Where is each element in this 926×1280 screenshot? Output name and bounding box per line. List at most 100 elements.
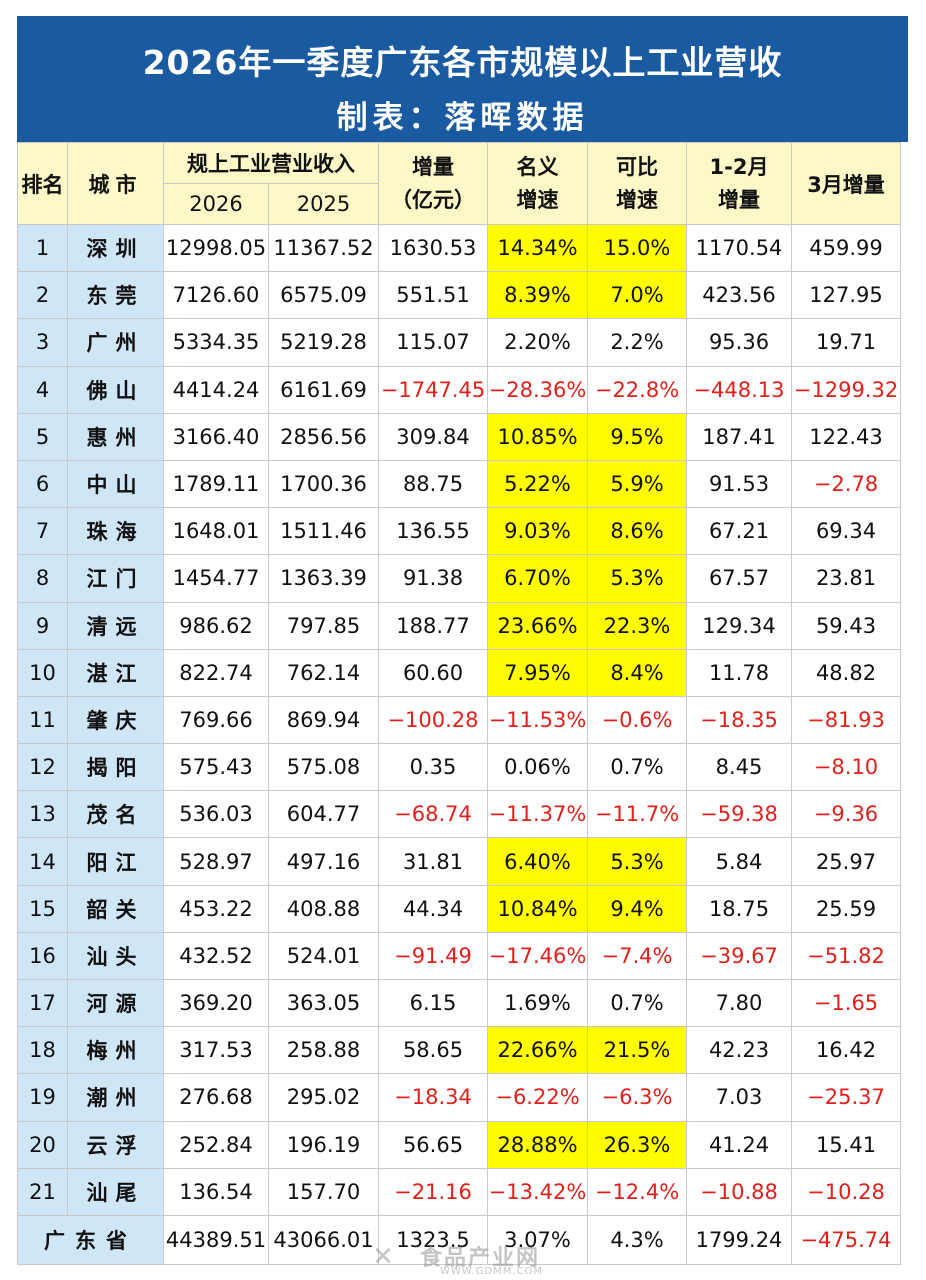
janfeb-cell: 129.34 — [686, 601, 792, 650]
header-march: 3月增量 — [791, 142, 901, 225]
janfeb-cell: 7.03 — [686, 1073, 792, 1122]
table-row: 21 汕尾 136.54 157.70 −21.16 −13.42% −12.4% −10.8… — [17, 1167, 901, 1216]
city-cell: 佛山 — [67, 365, 164, 414]
total-comparable-cell: 4.3% — [587, 1214, 687, 1265]
comparable-cell: 2.2% — [587, 318, 687, 367]
v2025-cell: 575.08 — [268, 743, 379, 792]
table-row: 19 潮州 276.68 295.02 −18.34 −6.22% −6.3% 7.03 −25… — [17, 1073, 901, 1122]
city-cell: 东莞 — [67, 271, 164, 320]
v2026-cell: 369.20 — [163, 978, 269, 1028]
v2025-cell: 295.02 — [268, 1073, 379, 1122]
comparable-cell: −0.6% — [587, 695, 687, 745]
total-janfeb-cell: 1799.24 — [686, 1214, 792, 1265]
v2025-cell: 6575.09 — [268, 271, 379, 320]
rank-cell: 20 — [17, 1120, 68, 1169]
city-cell: 揭阳 — [67, 743, 164, 792]
v2025-cell: 6161.69 — [268, 365, 379, 414]
v2025-cell: 2856.56 — [268, 412, 379, 461]
v2025-cell: 604.77 — [268, 790, 379, 839]
table-row: 6 中山 1789.11 1700.36 88.75 5.22% 5.9% 91.53 −2.7… — [17, 459, 901, 509]
header-janfeb: 1-2月 增量 — [686, 142, 792, 225]
rank-cell: 1 — [17, 223, 68, 273]
comparable-cell: 15.0% — [587, 223, 687, 273]
nominal-cell: 2.20% — [487, 318, 588, 367]
march-cell: −8.10 — [791, 743, 901, 792]
v2026-cell: 136.54 — [163, 1167, 269, 1216]
nominal-cell: 5.22% — [487, 459, 588, 509]
v2025-cell: 11367.52 — [268, 223, 379, 273]
comparable-cell: 21.5% — [587, 1026, 687, 1075]
rank-cell: 19 — [17, 1073, 68, 1122]
nominal-cell: 23.66% — [487, 601, 588, 650]
inc-cell: 551.51 — [378, 271, 488, 320]
header-nominal: 名义 增速 — [487, 142, 588, 225]
inc-cell: −18.34 — [378, 1073, 488, 1122]
city-cell: 梅州 — [67, 1026, 164, 1075]
march-cell: 122.43 — [791, 412, 901, 461]
janfeb-cell: −10.88 — [686, 1167, 792, 1216]
inc-cell: 56.65 — [378, 1120, 488, 1169]
rank-cell: 17 — [17, 978, 68, 1028]
v2026-cell: 1789.11 — [163, 459, 269, 509]
nominal-cell: 8.39% — [487, 271, 588, 320]
table-row: 15 韶关 453.22 408.88 44.34 10.84% 9.4% 18.75 25.5… — [17, 884, 901, 933]
rank-cell: 18 — [17, 1026, 68, 1075]
march-cell: −10.28 — [791, 1167, 901, 1216]
v2026-cell: 5334.35 — [163, 318, 269, 367]
header-city: 城市 — [67, 142, 164, 225]
v2025-cell: 869.94 — [268, 695, 379, 745]
v2025-cell: 1700.36 — [268, 459, 379, 509]
march-cell: −2.78 — [791, 459, 901, 509]
v2025-cell: 524.01 — [268, 931, 379, 981]
rank-cell: 5 — [17, 412, 68, 461]
v2026-cell: 822.74 — [163, 648, 269, 697]
rank-cell: 10 — [17, 648, 68, 697]
march-cell: −9.36 — [791, 790, 901, 839]
header-year-2025: 2025 — [268, 183, 379, 225]
nominal-cell: 6.70% — [487, 554, 588, 603]
comparable-cell: 0.7% — [587, 978, 687, 1028]
v2025-cell: 196.19 — [268, 1120, 379, 1169]
nominal-cell: −13.42% — [487, 1167, 588, 1216]
inc-cell: −100.28 — [378, 695, 488, 745]
v2025-cell: 1363.39 — [268, 554, 379, 603]
city-cell: 深圳 — [67, 223, 164, 273]
march-cell: 23.81 — [791, 554, 901, 603]
nominal-cell: 0.06% — [487, 743, 588, 792]
header-comparable-line1: 可比 — [616, 154, 658, 179]
rank-cell: 7 — [17, 507, 68, 556]
nominal-cell: −17.46% — [487, 931, 588, 981]
v2025-cell: 258.88 — [268, 1026, 379, 1075]
rank-cell: 21 — [17, 1167, 68, 1216]
v2026-cell: 1454.77 — [163, 554, 269, 603]
janfeb-cell: 1170.54 — [686, 223, 792, 273]
v2025-cell: 363.05 — [268, 978, 379, 1028]
table-row: 1 深圳 12998.05 11367.52 1630.53 14.34% 15.0% 117… — [17, 223, 901, 273]
city-cell: 湛江 — [67, 648, 164, 697]
march-cell: −1.65 — [791, 978, 901, 1028]
janfeb-cell: 18.75 — [686, 884, 792, 933]
v2025-cell: 408.88 — [268, 884, 379, 933]
table-row: 20 云浮 252.84 196.19 56.65 28.88% 26.3% 41.24 15.… — [17, 1120, 901, 1169]
data-table: 排名 城市 规上工业营业收入 增量 （亿元） 名义 增速 可比 增速 1-2月 … — [17, 142, 901, 1265]
janfeb-cell: 67.21 — [686, 507, 792, 556]
march-cell: 25.97 — [791, 837, 901, 886]
header-increase-line2: （亿元） — [391, 187, 475, 212]
v2026-cell: 252.84 — [163, 1120, 269, 1169]
inc-cell: 115.07 — [378, 318, 488, 367]
inc-cell: 44.34 — [378, 884, 488, 933]
march-cell: 25.59 — [791, 884, 901, 933]
v2025-cell: 797.85 — [268, 601, 379, 650]
city-cell: 广州 — [67, 318, 164, 367]
header-nominal-line1: 名义 — [516, 154, 559, 179]
city-cell: 江门 — [67, 554, 164, 603]
march-cell: 15.41 — [791, 1120, 901, 1169]
page-subtitle: 制表：落晖数据 — [336, 100, 589, 136]
city-cell: 阳江 — [67, 837, 164, 886]
v2026-cell: 7126.60 — [163, 271, 269, 320]
march-cell: 19.71 — [791, 318, 901, 367]
rank-cell: 15 — [17, 884, 68, 933]
v2025-cell: 157.70 — [268, 1167, 379, 1216]
table-row: 12 揭阳 575.43 575.08 0.35 0.06% 0.7% 8.45 −8.10 — [17, 743, 901, 792]
title-banner: 2026年一季度广东各市规模以上工业营收 制表：落晖数据 — [17, 16, 908, 142]
